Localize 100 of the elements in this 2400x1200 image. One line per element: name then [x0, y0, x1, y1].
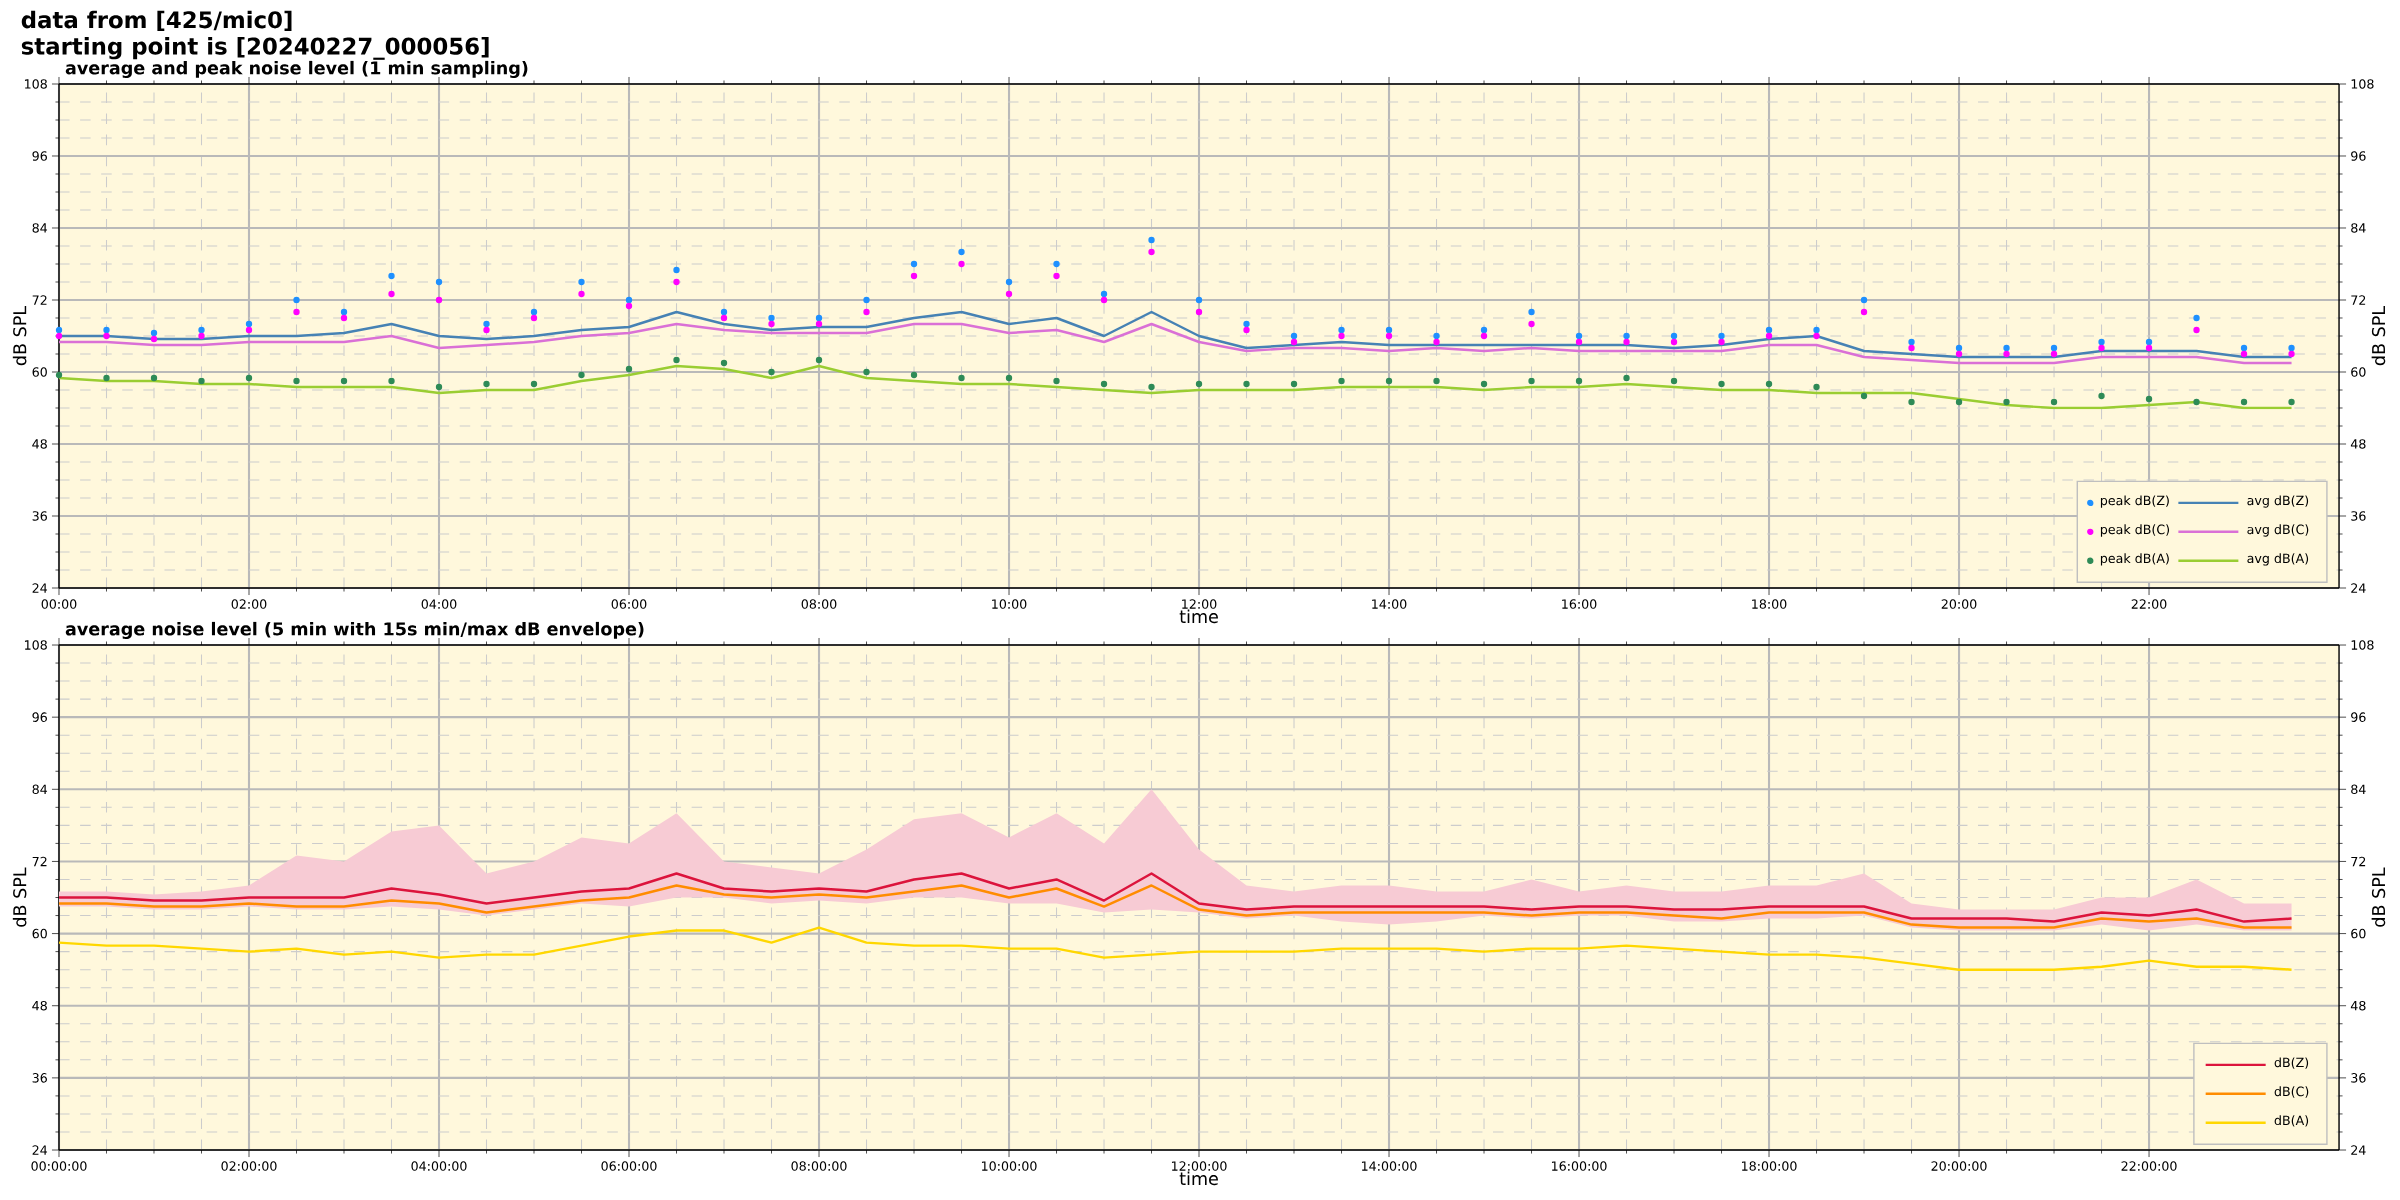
- point: [388, 290, 395, 298]
- point: [293, 308, 300, 316]
- y2-tick-label: 84: [2351, 223, 2366, 233]
- point: [1670, 332, 1678, 340]
- y-tick-label: 84: [32, 223, 48, 233]
- point: [815, 356, 823, 364]
- y-tick-label: 96: [32, 712, 47, 722]
- point: [1813, 332, 1820, 340]
- point: [55, 332, 63, 340]
- y-tick-label: 60: [32, 928, 47, 939]
- point: [293, 377, 300, 385]
- y-tick-label: 48: [32, 1000, 47, 1011]
- y-tick-label: 72: [32, 295, 47, 305]
- point: [245, 320, 253, 328]
- point: [1100, 290, 1108, 298]
- point: [483, 320, 490, 328]
- x-tick-label: 06:00: [611, 599, 647, 609]
- point: [1623, 374, 1630, 382]
- point: [198, 326, 205, 334]
- point: [1955, 398, 1963, 406]
- point: [2098, 344, 2105, 352]
- point: [245, 374, 253, 382]
- y-axis-title: dB SPL: [12, 305, 27, 366]
- point: [2145, 395, 2153, 403]
- point: [1718, 380, 1725, 388]
- point: [1005, 374, 1013, 382]
- y-tick-label: 24: [32, 1145, 48, 1155]
- point: [1338, 332, 1345, 340]
- y-tick-label: 72: [32, 856, 47, 867]
- y2-tick-label: 72: [2351, 856, 2366, 867]
- point: [388, 272, 395, 280]
- legend-label: avg dB(C): [2247, 524, 2309, 537]
- point: [910, 272, 918, 280]
- x-tick-label: 08:00: [801, 599, 837, 609]
- point: [530, 314, 538, 322]
- x-tick-label: 14:00: [1372, 599, 1407, 609]
- point: [435, 278, 443, 286]
- point: [2098, 338, 2105, 346]
- point: [2050, 398, 2058, 406]
- point: [1053, 377, 1060, 385]
- legend-label: avg dB(A): [2247, 553, 2309, 566]
- point: [1053, 260, 1060, 268]
- point: [768, 314, 775, 322]
- y2-tick-label: 48: [2350, 439, 2366, 449]
- point: [673, 356, 680, 364]
- point: [435, 296, 443, 304]
- point: [1480, 380, 1488, 388]
- point: [530, 380, 538, 388]
- point: [1575, 332, 1583, 340]
- point: [673, 278, 680, 286]
- y2-axis-title: dB SPL: [2371, 305, 2386, 366]
- point: [1670, 377, 1678, 385]
- y2-tick-label: 96: [2351, 712, 2366, 722]
- point: [1765, 326, 1773, 334]
- point: [1148, 383, 1155, 391]
- point: [1243, 326, 1250, 334]
- y2-tick-label: 72: [2351, 295, 2366, 305]
- point: [2050, 344, 2058, 352]
- point: [2193, 398, 2200, 406]
- point: [103, 326, 110, 334]
- point: [1290, 380, 1298, 388]
- point: [1813, 383, 1820, 391]
- legend-label: peak dB(A): [2100, 553, 2169, 566]
- point: [1575, 338, 1583, 346]
- point: [1195, 308, 1203, 316]
- y2-tick-label: 108: [2351, 79, 2374, 89]
- point: [1195, 296, 1203, 304]
- x-axis-title: time: [1179, 609, 1218, 624]
- point: [625, 296, 633, 304]
- point: [388, 377, 395, 385]
- point: [958, 374, 965, 382]
- point: [2240, 398, 2248, 406]
- legend-label: peak dB(Z): [2100, 495, 2169, 508]
- x-tick-label: 16:00:00: [1551, 1161, 1607, 1171]
- point: [55, 326, 63, 334]
- x-tick-label: 20:00:00: [1931, 1161, 1987, 1171]
- point: [720, 359, 728, 367]
- point: [2193, 326, 2200, 334]
- point: [1718, 338, 1725, 346]
- point: [815, 314, 823, 322]
- point: [673, 266, 680, 274]
- point: [1385, 332, 1393, 340]
- x-tick-label: 06:00:00: [601, 1161, 657, 1171]
- x-tick-label: 04:00:00: [411, 1161, 467, 1171]
- point: [1908, 344, 1915, 352]
- x-tick-label: 12:00: [1182, 599, 1217, 609]
- point: [1005, 278, 1013, 286]
- point: [1290, 338, 1298, 346]
- x-tick-label: 16:00: [1562, 599, 1597, 609]
- point: [1860, 392, 1868, 400]
- text: starting point is [20240227_000056]: [21, 37, 489, 60]
- point: [2145, 344, 2153, 352]
- y-tick-label: 24: [32, 583, 48, 593]
- point: [1433, 338, 1440, 346]
- point: [625, 365, 633, 373]
- point: [815, 320, 823, 328]
- y2-tick-label: 60: [2351, 367, 2366, 377]
- point: [1955, 344, 1963, 352]
- x-tick-label: 18:00:00: [1741, 1161, 1797, 1171]
- point: [1100, 296, 1108, 304]
